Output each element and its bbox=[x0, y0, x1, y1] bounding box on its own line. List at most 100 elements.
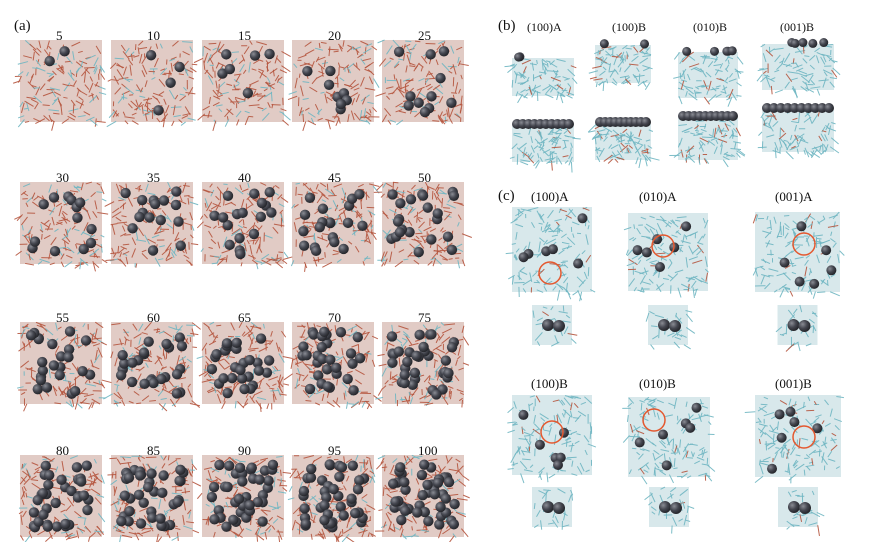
fullerene-sphere bbox=[514, 52, 524, 62]
fullerene-sphere bbox=[564, 119, 574, 129]
snapshot-label: 25 bbox=[418, 28, 431, 43]
molecular-lattice bbox=[588, 44, 653, 92]
fullerene-sphere bbox=[235, 364, 246, 376]
fullerene-sphere bbox=[817, 103, 828, 113]
snapshot-label: 5 bbox=[56, 28, 63, 43]
fullerene-sphere bbox=[133, 489, 145, 500]
fullerene-sphere bbox=[256, 197, 268, 209]
fullerene-sphere bbox=[174, 475, 185, 487]
fullerene-sphere bbox=[429, 489, 440, 500]
fullerene-sphere bbox=[223, 460, 235, 471]
fullerene-sphere bbox=[432, 477, 444, 488]
fullerene-sphere bbox=[123, 516, 134, 527]
fullerene-sphere bbox=[418, 341, 429, 353]
fullerene-sphere bbox=[146, 468, 157, 479]
fullerene-sphere bbox=[330, 362, 342, 374]
fullerene-sphere bbox=[395, 462, 406, 473]
fullerene-sphere bbox=[394, 227, 406, 238]
fullerene-sphere bbox=[304, 192, 316, 203]
fullerene-sphere bbox=[399, 369, 410, 380]
fullerene-sphere bbox=[446, 244, 458, 256]
fullerene-sphere bbox=[812, 423, 823, 434]
fullerene-sphere bbox=[237, 207, 248, 219]
fullerene-sphere bbox=[435, 72, 446, 84]
fullerene-sphere bbox=[393, 46, 405, 57]
fullerene-sphere bbox=[342, 217, 354, 229]
fullerene-sphere bbox=[137, 194, 148, 206]
fullerene-sphere bbox=[127, 357, 138, 368]
fullerene-sphere bbox=[386, 331, 398, 342]
fullerene-sphere bbox=[48, 192, 60, 203]
fullerene-sphere bbox=[652, 234, 663, 245]
fullerene-sphere bbox=[352, 332, 363, 343]
fullerene-sphere bbox=[161, 338, 172, 350]
fullerene-sphere bbox=[449, 498, 460, 510]
panel-b-letter: (b) bbox=[498, 18, 516, 34]
fullerene-sphere bbox=[171, 388, 183, 399]
snapshot-label: 45 bbox=[328, 170, 341, 185]
fullerene-sphere bbox=[221, 521, 232, 532]
fullerene-sphere bbox=[298, 485, 310, 497]
fullerene-sphere bbox=[767, 463, 778, 474]
molecular-lattice bbox=[587, 124, 660, 169]
molecular-lattice bbox=[193, 40, 291, 131]
fullerene-sphere bbox=[542, 501, 554, 513]
fullerene-sphere bbox=[235, 248, 246, 260]
fullerene-sphere bbox=[221, 49, 232, 60]
fullerene-sphere bbox=[659, 501, 671, 513]
panel-c-label-010a: (010)A bbox=[639, 189, 677, 204]
fullerene-sphere bbox=[267, 459, 279, 471]
fullerene-sphere bbox=[685, 422, 696, 433]
fullerene-sphere bbox=[264, 187, 275, 198]
fullerene-sphere bbox=[78, 490, 90, 501]
fullerene-sphere bbox=[419, 506, 431, 518]
fullerene-sphere bbox=[222, 219, 233, 231]
fullerene-sphere bbox=[42, 521, 53, 532]
fullerene-sphere bbox=[224, 239, 235, 251]
fullerene-sphere bbox=[170, 199, 182, 211]
fullerene-sphere bbox=[71, 462, 83, 473]
highlight-circle bbox=[540, 420, 564, 444]
fullerene-sphere bbox=[242, 87, 254, 99]
fullerene-sphere bbox=[432, 208, 443, 219]
panel-b-label-100b: (100)B bbox=[612, 20, 646, 34]
snapshot-label: 70 bbox=[328, 310, 341, 325]
fullerene-sphere bbox=[252, 357, 263, 368]
fullerene-sphere bbox=[632, 245, 643, 256]
fullerene-sphere bbox=[149, 198, 161, 210]
fullerene-sphere bbox=[157, 487, 168, 499]
fullerene-sphere bbox=[413, 97, 424, 108]
fullerene-sphere bbox=[395, 198, 406, 209]
fullerene-sphere bbox=[542, 319, 554, 331]
panel-c-label-100b: (100)B bbox=[531, 376, 568, 391]
fullerene-sphere bbox=[338, 510, 349, 521]
fullerene-sphere bbox=[335, 98, 347, 110]
fullerene-sphere bbox=[49, 246, 61, 257]
fullerene-sphere bbox=[135, 518, 147, 529]
fullerene-sphere bbox=[417, 190, 429, 201]
fullerene-sphere bbox=[252, 496, 264, 508]
fullerene-sphere bbox=[78, 243, 89, 255]
fullerene-sphere bbox=[59, 46, 70, 57]
fullerene-sphere bbox=[254, 474, 265, 485]
fullerene-sphere bbox=[148, 377, 159, 389]
fullerene-sphere bbox=[174, 61, 185, 73]
fullerene-sphere bbox=[352, 484, 364, 495]
fullerene-sphere bbox=[116, 516, 127, 527]
fullerene-sphere bbox=[244, 354, 255, 366]
fullerene-sphere bbox=[37, 365, 49, 376]
fullerene-sphere bbox=[124, 505, 135, 517]
snapshot-label: 10 bbox=[147, 28, 160, 43]
fullerene-sphere bbox=[691, 402, 702, 413]
fullerene-sphere bbox=[728, 111, 738, 121]
fullerene-sphere bbox=[654, 262, 665, 273]
snapshot-label: 15 bbox=[238, 28, 251, 43]
fullerene-sphere bbox=[348, 385, 359, 396]
fullerene-sphere bbox=[165, 77, 176, 88]
fullerene-sphere bbox=[66, 485, 77, 497]
snapshot-label: 100 bbox=[418, 443, 438, 458]
fullerene-sphere bbox=[142, 481, 154, 493]
fullerene-sphere bbox=[789, 417, 800, 428]
fullerene-sphere bbox=[144, 212, 155, 223]
fullerene-sphere bbox=[35, 374, 47, 386]
